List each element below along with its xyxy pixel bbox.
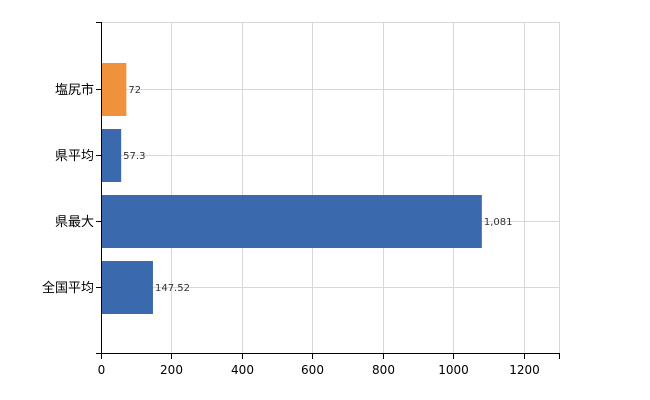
- x-tick-label: 800: [372, 363, 395, 377]
- x-tick-label: 1000: [438, 363, 469, 377]
- bar: [101, 261, 153, 314]
- data-label: 147.52: [155, 283, 190, 294]
- y-tick-label: 塩尻市: [55, 82, 94, 98]
- x-tick-label: 0: [98, 363, 106, 377]
- bar: [101, 129, 122, 182]
- y-tick-label: 県最大: [55, 215, 94, 230]
- data-label: 57.3: [123, 151, 145, 162]
- y-tick-label: 全国平均: [42, 280, 94, 296]
- labels-layer: 72 塩尻市 57.3 県平均 1,081 県最大 147.52 全国平均 0 200 400 600…: [42, 82, 540, 377]
- x-tick-label: 400: [231, 363, 254, 377]
- bar: [101, 63, 127, 116]
- bars-layer: [101, 63, 482, 314]
- grid-layer: [101, 22, 560, 353]
- bar: [101, 195, 482, 248]
- x-tick-label: 1200: [509, 363, 540, 377]
- x-tick-label: 600: [301, 363, 324, 377]
- axes-layer: [96, 22, 560, 359]
- data-label: 72: [128, 85, 141, 96]
- data-label: 1,081: [484, 217, 513, 228]
- x-tick-label: 200: [160, 363, 183, 377]
- y-tick-label: 県平均: [55, 149, 94, 164]
